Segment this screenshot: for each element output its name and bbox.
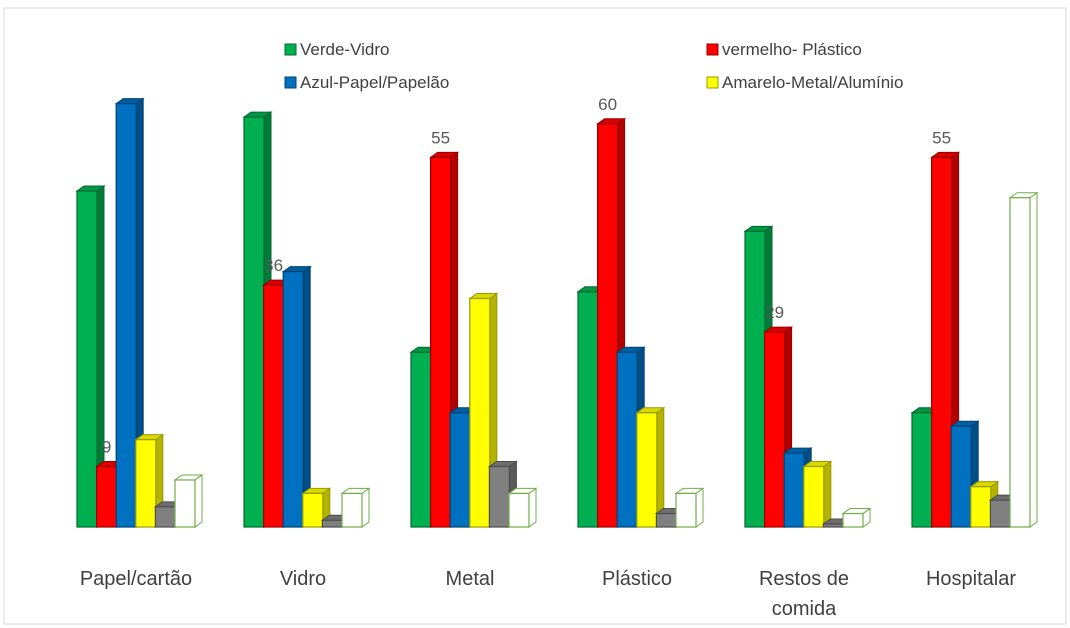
legend-label: Amarelo-Metal/Alumínio [722,73,903,92]
legend-swatch [706,76,719,89]
legend-item: Amarelo-Metal/Alumínio [706,73,903,92]
legend-item: Verde-Vidro [284,40,389,59]
legend-item: Azul-Papel/Papelão [284,73,449,92]
bar [281,265,312,528]
category-label: Metal [446,568,495,590]
bar [507,487,538,528]
legend: Verde-Vidro vermelho- Plástico Azul-Papel/… [284,40,903,92]
data-label: 60 [598,95,617,114]
legend-item: vermelho- Plástico [706,40,862,59]
data-label: 36 [264,256,283,275]
bar [635,406,666,528]
bar [173,473,204,528]
category-labels: Papel/cartão Vidro Metal Plástico Restos de c… [80,568,1017,620]
category-label: Papel/cartão [80,568,192,590]
data-labels: 9 36 55 60 29 55 [102,95,951,457]
bar [114,97,145,528]
legend-label: Azul-Papel/Papelão [300,73,449,92]
chart-frame [3,7,1067,625]
bar [841,507,872,528]
legend-swatch [284,76,297,89]
bar [802,460,833,528]
category-label: Restos de [759,568,849,590]
legend-swatch [706,43,719,56]
category-label: Plástico [602,568,672,590]
category-label: Vidro [280,568,326,590]
data-label: 55 [431,128,450,147]
category-label: comida [772,598,837,620]
bar [1008,191,1039,528]
legend-label: Verde-Vidro [300,40,389,59]
data-label: 9 [102,438,111,457]
bar [75,185,106,528]
data-label: 29 [765,303,784,322]
bar [969,480,1000,528]
data-label: 55 [932,128,951,147]
bars [75,97,1039,528]
bar [674,487,705,528]
category-label: Hospitalar [926,568,1016,590]
bar [340,487,371,528]
legend-label: vermelho- Plástico [722,40,862,59]
legend-swatch [284,43,297,56]
